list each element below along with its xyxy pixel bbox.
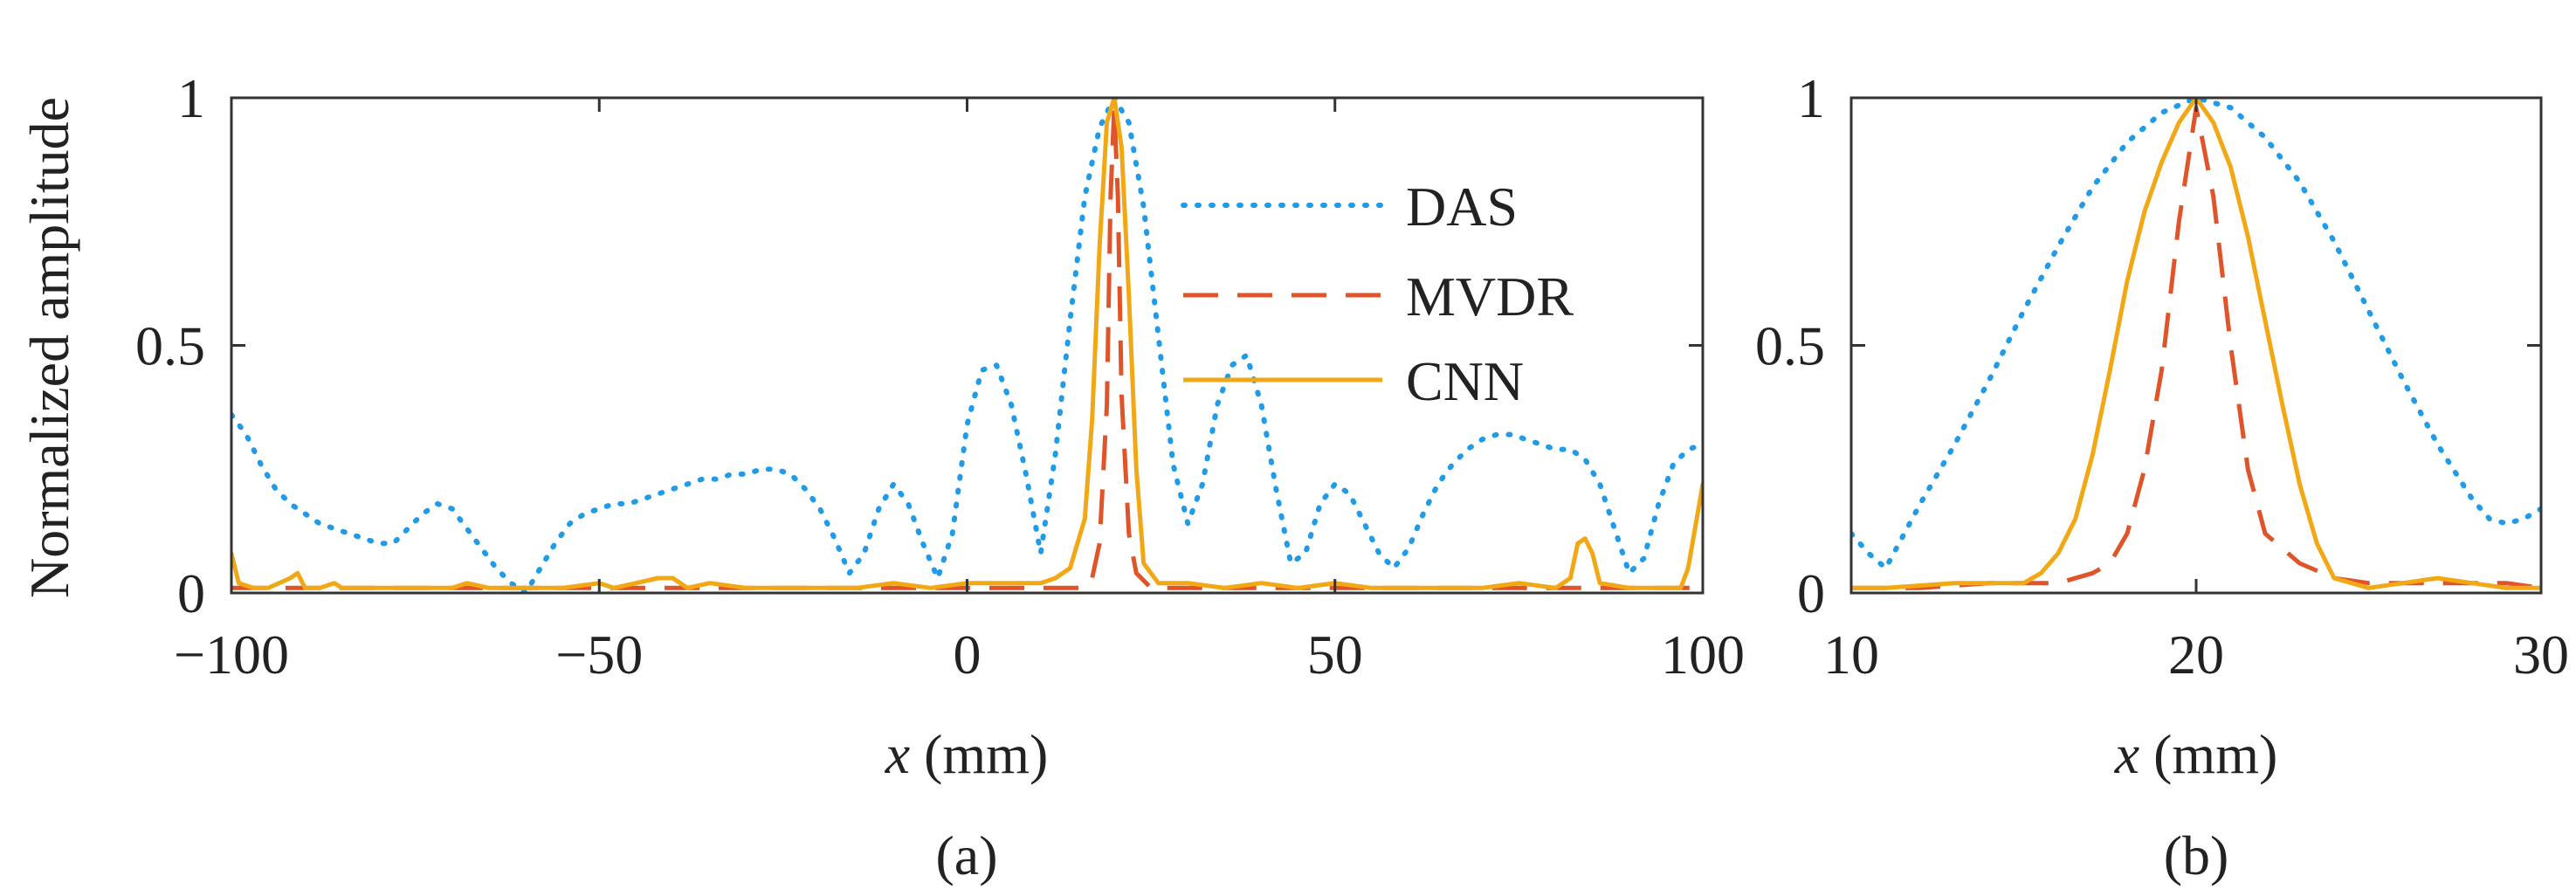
- panel-a-x-axis-label: x (mm): [885, 723, 1049, 785]
- panel-a-x-tick-label: 100: [1661, 624, 1745, 686]
- legend-cnn-label: CNN: [1406, 350, 1524, 412]
- panel-b-series: [1851, 98, 2541, 590]
- panel-a-series-cnn: [231, 98, 1703, 590]
- panel-b: 10 20 30 0 0.5 1 x (mm) (b): [1755, 67, 2569, 886]
- panel-a-frame: [230, 96, 1705, 595]
- panel-a-x-tick-label: 0: [954, 624, 981, 686]
- panel-a-ticks: −100 −50 0 50 100 0 0.5 1: [135, 67, 1745, 686]
- panel-a-label: (a): [935, 824, 997, 886]
- panel-b-label: (b): [2164, 824, 2229, 886]
- panel-b-x-var: x: [2114, 723, 2139, 785]
- panel-b-series-mvdr: [1851, 105, 2541, 590]
- panel-b-y-tick-label: 0: [1797, 562, 1825, 624]
- panel-a-series-das: [231, 98, 1703, 593]
- panel-b-frame: [1849, 96, 2543, 595]
- legend-das-label: DAS: [1406, 176, 1518, 238]
- legend: DAS MVDR CNN: [1181, 176, 1574, 412]
- panel-a-y-tick-label: 0: [177, 562, 205, 624]
- panel-a-x-tick-label: −100: [174, 624, 289, 686]
- panel-b-ticks: 10 20 30 0 0.5 1: [1755, 67, 2569, 686]
- panel-a-y-tick-label: 1: [177, 67, 205, 129]
- panel-b-x-axis-label: x (mm): [2114, 723, 2278, 785]
- panel-a-y-axis-label: Normalized amplitude: [18, 97, 80, 598]
- panel-b-x-tick-label: 30: [2513, 624, 2569, 686]
- panel-a-series: [231, 98, 1703, 593]
- panel-a-x-tick-label: −50: [555, 624, 643, 686]
- panel-b-x-unit: (mm): [2139, 723, 2277, 785]
- panel-b-series-cnn: [1851, 98, 2541, 590]
- panel-b-y-tick-label: 1: [1797, 67, 1825, 129]
- panel-a-x-var: x: [885, 723, 910, 785]
- panel-b-x-tick-label: 10: [1823, 624, 1879, 686]
- panel-b-x-tick-label: 20: [2168, 624, 2224, 686]
- panel-b-y-tick-label: 0.5: [1755, 315, 1825, 377]
- panel-a-y-tick-label: 0.5: [135, 315, 205, 377]
- panel-a-x-tick-label: 50: [1307, 624, 1363, 686]
- legend-mvdr-label: MVDR: [1406, 265, 1574, 327]
- panel-a-x-unit: (mm): [910, 723, 1048, 785]
- panel-b-series-das: [1851, 98, 2541, 571]
